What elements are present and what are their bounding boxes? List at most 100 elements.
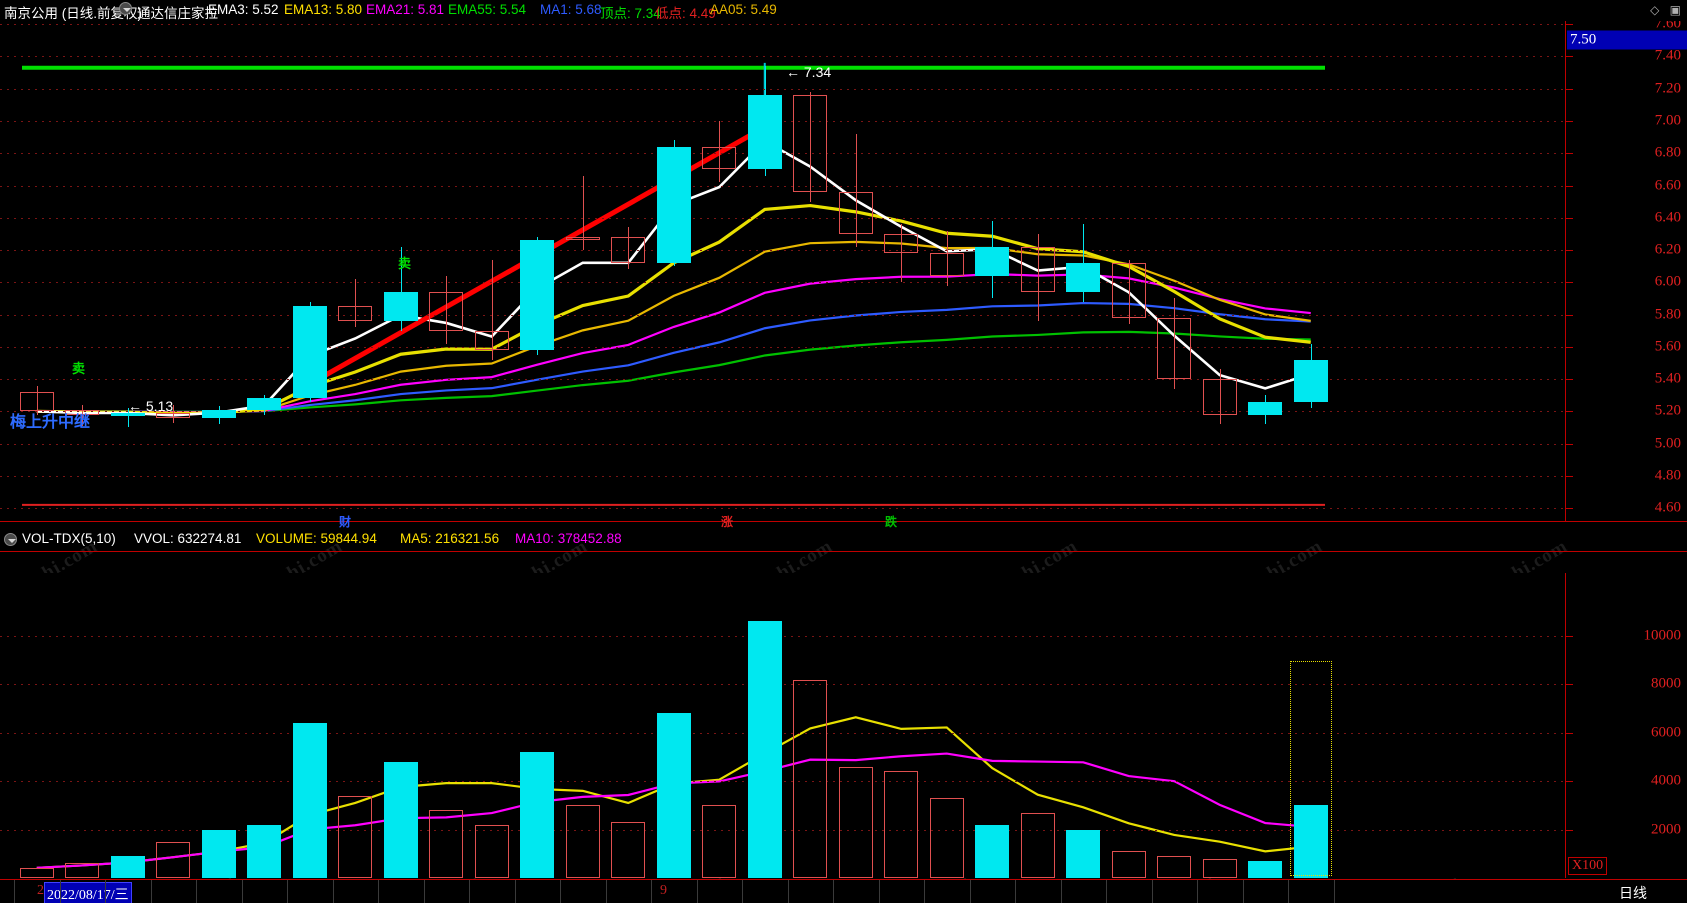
candle-body[interactable]: [475, 330, 509, 351]
chevron-down-icon[interactable]: [119, 2, 132, 15]
volume-chart-pane[interactable]: [0, 573, 1565, 878]
volume-bar[interactable]: [1066, 829, 1100, 878]
volume-bar[interactable]: [657, 713, 691, 878]
price-axis-tick: [1566, 24, 1573, 26]
candle-wick: [401, 246, 402, 331]
candle-body[interactable]: [566, 237, 600, 241]
price-gridline: [0, 411, 1565, 413]
date-tick: [560, 880, 561, 903]
ema13-readout: EMA13: 5.80: [284, 2, 363, 17]
price-axis-tick: [1566, 282, 1573, 284]
price-gridline: [0, 88, 1565, 90]
volume-bar[interactable]: [1157, 856, 1191, 878]
volume-bar[interactable]: [111, 856, 145, 878]
pane-divider-top: [0, 521, 1687, 522]
volume-bar[interactable]: [611, 822, 645, 878]
indicator-name[interactable]: 通达信庄家拉: [137, 6, 218, 21]
date-tick: [60, 880, 61, 903]
volume-bar[interactable]: [429, 810, 463, 878]
stock-title[interactable]: 南京公用 (日线.前复权): [4, 6, 142, 21]
vol-indicator-name[interactable]: VOL-TDX(5,10): [22, 531, 116, 546]
volume-bar[interactable]: [566, 805, 600, 878]
volume-bar[interactable]: [156, 841, 190, 878]
volume-bar[interactable]: [975, 824, 1009, 878]
candle-body[interactable]: [1112, 262, 1146, 318]
candle-body[interactable]: [1066, 262, 1100, 292]
volume-bar[interactable]: [702, 805, 736, 878]
candle-body[interactable]: [338, 306, 372, 321]
date-tick: [1243, 880, 1244, 903]
candle-body[interactable]: [702, 146, 736, 170]
maximize-icon[interactable]: ▣: [1669, 3, 1681, 17]
volume-bar[interactable]: [20, 867, 54, 878]
candle-body[interactable]: [520, 240, 554, 351]
price-chart-pane[interactable]: [0, 21, 1565, 521]
volume-bar[interactable]: [475, 824, 509, 878]
candle-body[interactable]: [657, 146, 691, 263]
price-gridline: [0, 379, 1565, 381]
candle-body[interactable]: [884, 233, 918, 254]
volume-bar[interactable]: [520, 752, 554, 878]
volume-bar[interactable]: [338, 795, 372, 878]
candle-body[interactable]: [111, 412, 145, 417]
candle-body[interactable]: [748, 95, 782, 170]
volume-gridline: [0, 781, 1565, 783]
candle-body[interactable]: [384, 291, 418, 321]
volume-bar[interactable]: [65, 862, 99, 878]
price-axis-tick: [1566, 250, 1573, 252]
price-axis-label: 5.00: [1654, 435, 1681, 452]
candle-body[interactable]: [202, 409, 236, 418]
candle-body[interactable]: [1248, 401, 1282, 415]
candle-body[interactable]: [1203, 379, 1237, 415]
volume-chevron-icon[interactable]: [4, 533, 17, 546]
candle-body[interactable]: [293, 306, 327, 399]
candle-body[interactable]: [975, 246, 1009, 276]
volume-bar[interactable]: [1294, 805, 1328, 878]
date-tick: [1015, 880, 1016, 903]
volume-bar[interactable]: [1021, 812, 1055, 878]
volume-bar[interactable]: [247, 824, 281, 878]
candle-body[interactable]: [156, 412, 190, 418]
candle-wick: [1038, 233, 1039, 321]
date-axis-bar[interactable]: 202 2022/08/17/三 9 日线: [0, 879, 1687, 903]
volume-bar[interactable]: [1248, 861, 1282, 878]
volume-bar[interactable]: [839, 766, 873, 878]
volume-axis-tick: [1566, 635, 1573, 637]
volume-bar[interactable]: [793, 679, 827, 878]
date-tick: [606, 880, 607, 903]
candle-wick: [82, 404, 83, 426]
period-label[interactable]: 日线: [1619, 885, 1647, 901]
candle-body[interactable]: [429, 291, 463, 331]
volume-bar[interactable]: [1112, 851, 1146, 878]
candle-body[interactable]: [65, 409, 99, 415]
volume-bar[interactable]: [930, 798, 964, 878]
volume-selection-box[interactable]: [1290, 661, 1332, 876]
price-gridline: [0, 153, 1565, 155]
candle-body[interactable]: [1021, 246, 1055, 292]
diamond-icon[interactable]: ◇: [1650, 3, 1660, 17]
volume-bar[interactable]: [384, 761, 418, 878]
candle-body[interactable]: [20, 391, 54, 412]
signal-cai: 财: [339, 515, 352, 529]
candle-body[interactable]: [1157, 317, 1191, 380]
aa05-readout: AA05: 5.49: [710, 2, 777, 17]
selected-date-label[interactable]: 2022/08/17/三: [44, 882, 132, 903]
candle-wick: [355, 279, 356, 328]
candle-body[interactable]: [1294, 359, 1328, 402]
candle-body[interactable]: [611, 237, 645, 263]
candle-body[interactable]: [930, 253, 964, 276]
candle-body[interactable]: [839, 191, 873, 234]
volume-bar[interactable]: [1203, 858, 1237, 878]
ema3-readout: EMA3: 5.52: [208, 2, 279, 17]
date-tick: [879, 880, 880, 903]
volume-axis[interactable]: X100 10000 8000 6000 4000 2000: [1565, 573, 1687, 878]
volume-bar[interactable]: [202, 829, 236, 878]
candle-wick: [947, 230, 948, 286]
candle-body[interactable]: [793, 95, 827, 192]
volume-bar[interactable]: [748, 621, 782, 878]
volume-bar[interactable]: [293, 723, 327, 878]
volume-bar[interactable]: [884, 771, 918, 878]
price-axis[interactable]: 7.60 7.40 7.20 7.00 6.80 6.60 6.40 6.20 6.00 5.80…: [1565, 16, 1687, 521]
candle-body[interactable]: [247, 398, 281, 410]
volume-gridline: [0, 684, 1565, 686]
